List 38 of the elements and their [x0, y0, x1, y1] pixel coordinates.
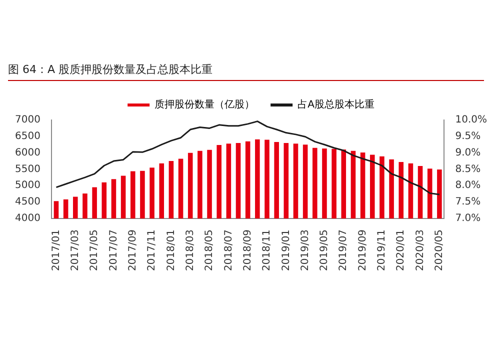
y2-tick-label: 7.5% — [455, 196, 481, 208]
x-tick-label: 2018/11 — [262, 229, 273, 272]
x-tick-label: 2018/09 — [242, 229, 254, 272]
x-tick-label: 2017/01 — [50, 229, 62, 272]
y2-tick-label: 9.5% — [455, 131, 481, 142]
y-tick-label: 6000 — [14, 147, 40, 158]
x-tick-label: 2017/09 — [127, 229, 138, 272]
x-tick-label: 2018/01 — [166, 229, 177, 272]
y2-tick-label: 7.0% — [455, 213, 481, 224]
x-tick-label: 2019/09 — [357, 229, 368, 272]
y2-tick-label: 8.5% — [455, 164, 481, 175]
y-tick-label: 5500 — [14, 164, 40, 175]
x-tick-label: 2017/03 — [70, 229, 81, 272]
x-tick-label: 2018/05 — [204, 229, 216, 272]
x-tick-label: 2019/03 — [300, 229, 311, 272]
x-tick-label: 2020/05 — [434, 229, 446, 272]
x-tick-label: 2020/03 — [414, 229, 426, 272]
legend-label: 质押股份数量（亿股） — [154, 98, 255, 111]
x-tick-label: 2018/03 — [184, 229, 196, 272]
y-tick-label: 7000 — [14, 114, 40, 126]
x-tick-label: 2017/05 — [89, 229, 100, 272]
chart-title: 图 64：A 股质押股份数量及占总股本比重 — [8, 62, 484, 81]
x-tick-label: 2019/01 — [280, 229, 292, 272]
y2-tick-label: 9.0% — [455, 147, 481, 158]
y-tick-label: 4000 — [14, 213, 40, 224]
x-tick-label: 2017/07 — [108, 229, 120, 272]
x-tick-label: 2018/07 — [223, 229, 234, 272]
y-tick-label: 5000 — [14, 180, 40, 192]
x-tick-label: 2019/11 — [376, 229, 388, 272]
y2-tick-label: 10.0% — [455, 114, 488, 126]
x-tick-label: 2020/01 — [396, 229, 407, 272]
x-tick-label: 2019/05 — [319, 229, 330, 272]
x-tick-label: 2017/11 — [146, 229, 158, 272]
legend-label: 占A股总股本比重 — [298, 98, 374, 111]
x-tick-label: 2019/07 — [338, 229, 350, 272]
y-tick-label: 4500 — [14, 196, 40, 208]
y2-tick-label: 8.0% — [455, 180, 481, 192]
y-tick-label: 6500 — [14, 131, 40, 142]
